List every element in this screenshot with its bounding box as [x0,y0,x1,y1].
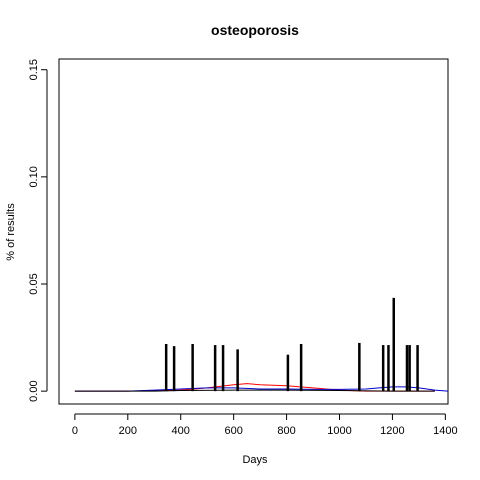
x-tick-label: 0 [72,425,78,437]
y-axis: 0.00 0.05 0.10 0.15 [28,59,48,402]
y-tick-label: 0.00 [28,380,40,401]
y-tick-label: 0.05 [28,273,40,294]
plot-frame [58,58,449,405]
x-axis-label: Days [242,454,268,466]
chart-title: osteoporosis [211,22,299,38]
x-tick-label: 600 [224,425,242,437]
x-tick-label: 800 [277,425,295,437]
y-axis-label: % of results [5,203,17,261]
x-tick-label: 1200 [380,425,404,437]
x-tick-label: 1400 [433,425,457,437]
plot-area [74,297,449,392]
x-axis: 0 200 400 600 800 1000 1200 1400 [72,413,458,437]
y-tick-label: 0.10 [28,166,40,187]
y-tick-label: 0.15 [28,59,40,80]
x-tick-label: 1000 [327,425,351,437]
x-tick-label: 400 [172,425,190,437]
x-tick-label: 200 [119,425,137,437]
